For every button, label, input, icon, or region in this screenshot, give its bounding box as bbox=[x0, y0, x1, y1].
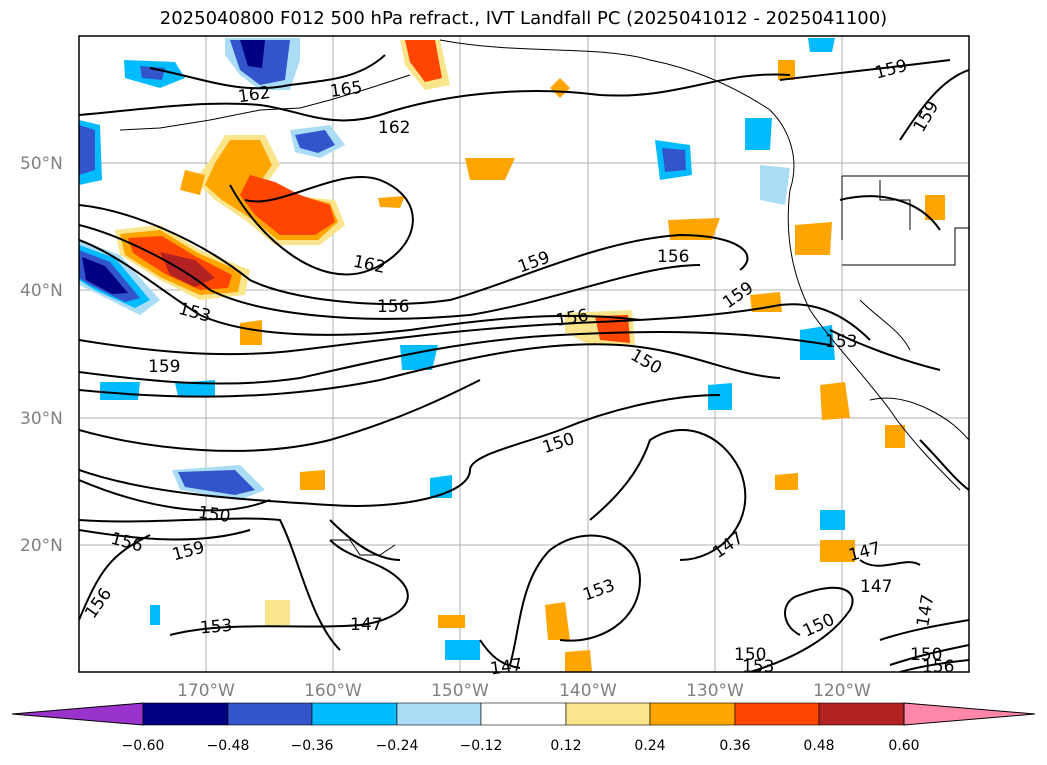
colorbar-tick: 0.12 bbox=[550, 738, 581, 754]
colorbar-tick: 0.48 bbox=[803, 738, 834, 754]
colorbar-tick: 0.36 bbox=[719, 738, 750, 754]
contour-label: 153 bbox=[825, 332, 857, 352]
contour-lines bbox=[79, 54, 969, 672]
colorbar-extend-high bbox=[903, 702, 1036, 726]
lon-label: 140°W bbox=[559, 681, 617, 701]
contour-label: 147 bbox=[860, 577, 892, 597]
colorbar-bin bbox=[565, 702, 651, 726]
colorbar-bin bbox=[818, 702, 905, 726]
colorbar-tick: −0.48 bbox=[207, 738, 250, 754]
lat-label: 20°N bbox=[20, 536, 63, 556]
plot-frame bbox=[78, 35, 970, 673]
colorbar-tick: −0.36 bbox=[291, 738, 334, 754]
colorbar-tick: 0.60 bbox=[888, 738, 919, 754]
lat-label: 30°N bbox=[20, 409, 63, 429]
colorbar-tick: −0.24 bbox=[376, 738, 419, 754]
colorbar-tick: 0.24 bbox=[634, 738, 665, 754]
colorbar-extend-low bbox=[11, 702, 144, 726]
lat-axis: 50°N 40°N 30°N 20°N bbox=[20, 154, 63, 556]
map-title: 2025040800 F012 500 hPa refract., IVT La… bbox=[159, 8, 888, 29]
lon-label: 120°W bbox=[813, 681, 871, 701]
colorbar-bin bbox=[649, 702, 736, 726]
coastlines bbox=[119, 39, 969, 556]
contour-label: 162 bbox=[378, 118, 410, 138]
contour-label: 147 bbox=[489, 655, 524, 679]
lon-label: 160°W bbox=[304, 681, 362, 701]
contour-label: 156 bbox=[922, 657, 954, 677]
contour-label: 153 bbox=[742, 657, 774, 677]
contour-label: 156 bbox=[377, 297, 409, 317]
colorbar-bin bbox=[227, 702, 313, 726]
contour-label: 150 bbox=[910, 645, 942, 665]
colorbar: −0.60 −0.48 −0.36 −0.24 −0.12 0.12 0.24 … bbox=[11, 702, 1036, 754]
contour-label: 147 bbox=[350, 615, 382, 635]
contour-label: 150 bbox=[734, 645, 766, 665]
colorbar-bin bbox=[142, 702, 229, 726]
lat-label: 40°N bbox=[20, 281, 63, 301]
colorbar-bin bbox=[480, 702, 567, 726]
lon-label: 150°W bbox=[431, 681, 489, 701]
contour-label: 159 bbox=[148, 357, 180, 377]
lon-label: 130°W bbox=[686, 681, 744, 701]
colorbar-bin bbox=[311, 702, 398, 726]
colorbar-bin bbox=[734, 702, 820, 726]
lon-label: 170°W bbox=[177, 681, 235, 701]
contour-label: 153 bbox=[199, 616, 233, 639]
contour-label: 162 bbox=[237, 83, 272, 107]
colorbar-tick: −0.60 bbox=[122, 738, 165, 754]
contour-label: 165 bbox=[329, 78, 364, 102]
lat-label: 50°N bbox=[20, 154, 63, 174]
contour-label: 156 bbox=[657, 247, 689, 267]
colorbar-tick: −0.12 bbox=[460, 738, 503, 754]
colorbar-bin bbox=[396, 702, 482, 726]
lon-axis: 170°W 160°W 150°W 140°W 130°W 120°W bbox=[177, 681, 871, 701]
contour-label: 150 bbox=[197, 503, 232, 527]
shaded-field bbox=[79, 38, 945, 672]
